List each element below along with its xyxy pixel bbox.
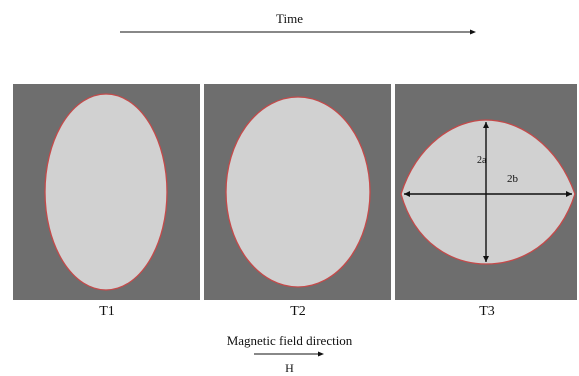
label-t3: T3 [479, 304, 495, 319]
label-t1: T1 [99, 304, 115, 319]
panel-t1 [13, 84, 200, 300]
panel-t3: 2a 2b [395, 84, 577, 300]
droplet-t1 [44, 93, 168, 291]
panel-t2 [204, 84, 391, 300]
time-label: Time [276, 11, 303, 26]
width-label: 2b [507, 173, 518, 185]
time-arrow [120, 29, 476, 35]
field-symbol: H [285, 361, 294, 375]
droplet-t2 [225, 96, 371, 288]
label-t2: T2 [290, 304, 306, 319]
field-arrow [254, 351, 324, 357]
field-direction-label: Magnetic field direction [226, 333, 353, 348]
height-label: 2a [477, 155, 487, 166]
droplet-t3 [400, 119, 576, 265]
